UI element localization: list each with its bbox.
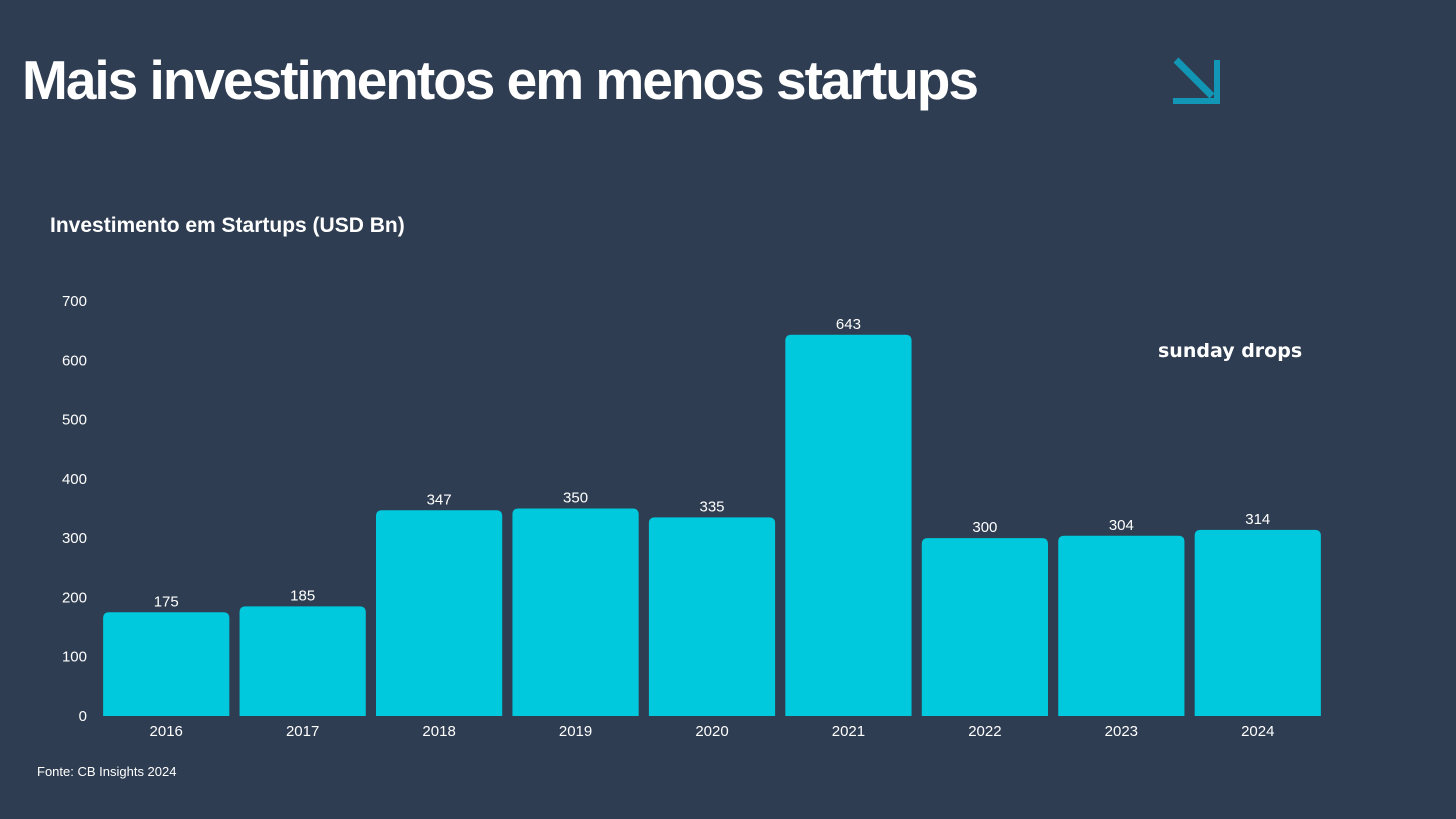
data-label: 350 (563, 490, 588, 507)
page-title: Mais investimentos em menos startups (22, 49, 979, 111)
x-tick-label: 2020 (695, 723, 728, 740)
y-tick-label: 400 (62, 471, 87, 488)
data-label: 314 (1245, 511, 1270, 528)
data-label: 347 (427, 491, 452, 508)
bar-2019 (512, 508, 639, 716)
y-tick-label: 200 (62, 589, 87, 606)
x-tick-label: 2019 (559, 723, 592, 740)
y-tick-label: 300 (62, 530, 87, 547)
x-tick-label: 2023 (1105, 723, 1138, 740)
bar-2018 (376, 510, 503, 716)
brand-label: sunday drops (1158, 340, 1303, 362)
y-axis: 0 100 200 300 400 500 600 700 (62, 293, 87, 725)
x-tick-label: 2022 (968, 723, 1001, 740)
x-tick-label: 2017 (286, 723, 319, 740)
source-note: Fonte: CB Insights 2024 (37, 764, 177, 779)
bars: 175 185 347 350 335 643 300 304 314 (103, 316, 1321, 716)
data-label: 304 (1109, 517, 1134, 534)
bar-2016 (103, 612, 230, 716)
arrow-down-right-icon (1173, 57, 1220, 104)
y-tick-label: 600 (62, 352, 87, 369)
x-tick-label: 2018 (422, 723, 455, 740)
x-tick-label: 2016 (150, 723, 183, 740)
x-axis: 2016 2017 2018 2019 2020 2021 2022 2023 2024 (150, 723, 1275, 740)
bar-2023 (1058, 535, 1185, 716)
data-label: 643 (836, 316, 861, 333)
bar-2017 (239, 606, 366, 716)
data-label: 185 (290, 587, 315, 604)
chart-title: Investimento em Startups (USD Bn) (50, 214, 405, 237)
y-tick-label: 100 (62, 649, 87, 666)
x-tick-label: 2021 (832, 723, 865, 740)
y-tick-label: 0 (79, 708, 87, 725)
bar-2024 (1194, 529, 1321, 716)
data-label: 335 (699, 498, 724, 515)
y-tick-label: 500 (62, 412, 87, 429)
y-tick-label: 700 (62, 293, 87, 310)
data-label: 300 (972, 519, 997, 536)
bar-2020 (648, 517, 776, 716)
data-label: 175 (154, 593, 179, 610)
bar-2022 (921, 538, 1048, 716)
x-tick-label: 2024 (1241, 723, 1274, 740)
bar-2021 (785, 334, 912, 716)
